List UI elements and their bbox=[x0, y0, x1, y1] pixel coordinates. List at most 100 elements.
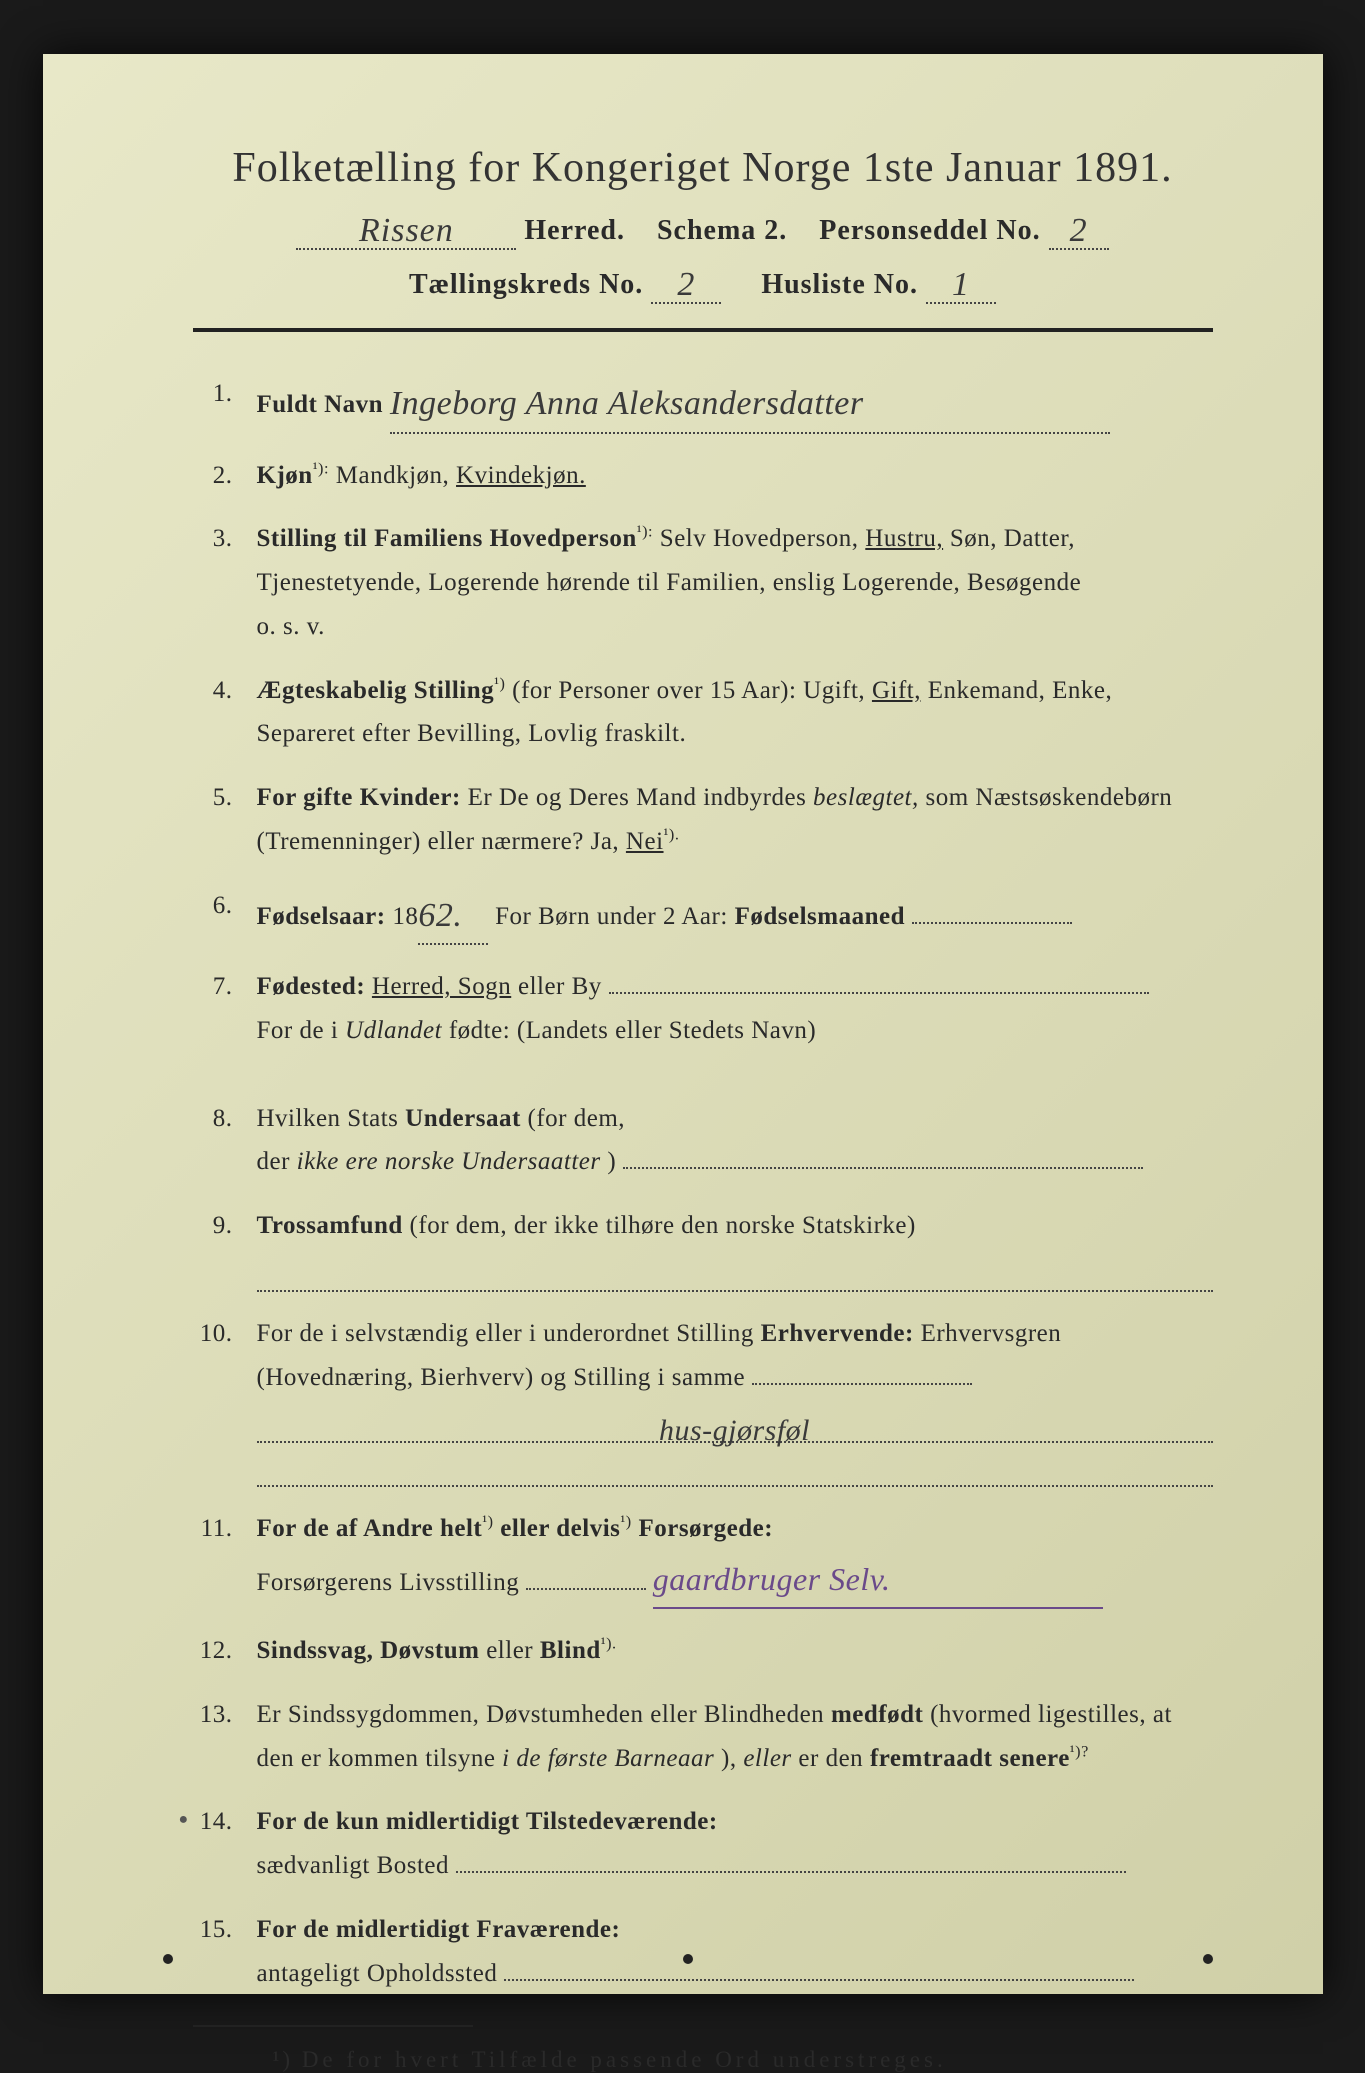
q7-text-c: fødte: (Landets eller Stedets Navn) bbox=[449, 1017, 816, 1044]
q5-label: For gifte Kvinder: bbox=[257, 784, 461, 811]
q14-line2: sædvanligt Bosted bbox=[257, 1844, 1213, 1888]
provider-field-gap bbox=[526, 1588, 646, 1590]
q8-text-a: Hvilken Stats bbox=[257, 1105, 406, 1132]
birthyear-hw: 62. bbox=[418, 897, 462, 934]
sup: ¹): bbox=[313, 459, 329, 477]
item-4: 4. Ægteskabelig Stilling¹) (for Personer… bbox=[193, 669, 1213, 757]
item-6: 6. Fødselsaar: 1862. For Børn under 2 Aa… bbox=[193, 884, 1213, 946]
item-content: Ægteskabelig Stilling¹) (for Personer ov… bbox=[257, 669, 1213, 757]
sup: ¹) bbox=[482, 1513, 493, 1531]
herred-field: Rissen bbox=[296, 210, 516, 250]
name-field: Ingeborg Anna Aleksandersdatter bbox=[390, 372, 1110, 434]
hole-mark-icon bbox=[1203, 1954, 1213, 1964]
q2-label: Kjøn bbox=[257, 462, 313, 489]
q13-eller: eller bbox=[743, 1745, 791, 1772]
q11-label-c: Forsørgede: bbox=[638, 1515, 773, 1542]
citizenship-field bbox=[623, 1167, 1143, 1169]
q7-label: Fødested: bbox=[257, 973, 366, 1000]
occupation-hw: hus-gjørsføl bbox=[659, 1414, 810, 1447]
item-content: Hvilken Stats Undersaat (for dem, der ik… bbox=[257, 1097, 1213, 1185]
item-7: 7. Fødested: Herred, Sogn eller By For d… bbox=[193, 965, 1213, 1053]
sup: ¹): bbox=[637, 523, 653, 541]
sup: ¹)? bbox=[1070, 1742, 1089, 1760]
divider-thin bbox=[193, 2025, 473, 2027]
husliste-label: Husliste No. bbox=[761, 269, 918, 300]
item-content: Er Sindssygdommen, Døvstumheden eller Bl… bbox=[257, 1693, 1213, 1781]
item-2: 2. Kjøn¹): Mandkjøn, Kvindekjøn. bbox=[193, 454, 1213, 498]
q5-text-a: Er De og Deres Mand indbyrdes bbox=[468, 784, 813, 811]
q13-text-a: Er Sindssygdommen, Døvstumheden eller Bl… bbox=[257, 1701, 831, 1728]
sup: ¹) bbox=[494, 674, 505, 692]
item-12: 12. Sindssvag, Døvstum eller Blind¹). bbox=[193, 1629, 1213, 1673]
item-content: For de kun midlertidigt Tilstedeværende:… bbox=[257, 1800, 1213, 1888]
personseddel-no-field: 2 bbox=[1049, 210, 1109, 250]
q15-label: For de midlertidigt Fraværende: bbox=[257, 1916, 621, 1943]
birthplace-field bbox=[609, 992, 1149, 994]
item-content: Sindssvag, Døvstum eller Blind¹). bbox=[257, 1629, 1213, 1673]
item-3: 3. Stilling til Familiens Hovedperson¹):… bbox=[193, 517, 1213, 648]
q11-label-a: For de af Andre helt bbox=[257, 1515, 483, 1542]
item-num: 13. bbox=[193, 1693, 257, 1781]
q6-prefix: 18 bbox=[392, 903, 418, 930]
subheader-line-2: Tællingskreds No. 2 Husliste No. 1 bbox=[193, 264, 1213, 304]
q5-nei: Nei bbox=[626, 828, 664, 855]
item-num: 2. bbox=[193, 454, 257, 498]
item-num: 6. bbox=[193, 884, 257, 946]
residence-field bbox=[456, 1871, 1126, 1873]
divider-thick bbox=[193, 328, 1213, 332]
q12-blind: Blind bbox=[540, 1637, 601, 1664]
q8-italic: ikke ere norske Undersaatter bbox=[297, 1148, 601, 1175]
q12-text: eller bbox=[486, 1637, 540, 1664]
occupation-field-3 bbox=[257, 1447, 1213, 1487]
q2-text: Mandkjøn, bbox=[336, 462, 456, 489]
item-num: 7. bbox=[193, 965, 257, 1053]
q4-label: Ægteskabelig Stilling bbox=[257, 677, 495, 704]
personseddel-no: 2 bbox=[1070, 212, 1088, 249]
q15-line2: antageligt Opholdssted bbox=[257, 1952, 1213, 1996]
item-13: 13. Er Sindssygdommen, Døvstumheden elle… bbox=[193, 1693, 1213, 1781]
q11-label-b: eller delvis bbox=[500, 1515, 620, 1542]
sup: ¹). bbox=[664, 825, 680, 843]
sup: ¹). bbox=[601, 1635, 617, 1653]
q14-label: For de kun midlertidigt Tilstedeværende: bbox=[257, 1808, 718, 1835]
provider-hw: gaardbruger Selv. bbox=[653, 1561, 891, 1597]
kreds-no-field: 2 bbox=[651, 264, 721, 304]
q4-gift: Gift, bbox=[872, 677, 921, 704]
q11-text: Forsørgerens Livsstilling bbox=[257, 1569, 520, 1596]
occupation-field-1 bbox=[752, 1383, 972, 1385]
item-10: 10. For de i selvstændig eller i underor… bbox=[193, 1312, 1213, 1488]
husliste-no-field: 1 bbox=[926, 264, 996, 304]
q7-text-a: eller By bbox=[518, 973, 602, 1000]
q9-text: (for dem, der ikke tilhøre den norske St… bbox=[410, 1212, 916, 1239]
q7-line2: For de i Udlandet fødte: (Landets eller … bbox=[257, 1009, 1213, 1053]
form-title: Folketælling for Kongeriget Norge 1ste J… bbox=[193, 144, 1213, 192]
personseddel-label: Personseddel No. bbox=[819, 215, 1040, 246]
num-14: 14. bbox=[200, 1808, 233, 1835]
item-9: 9. Trossamfund (for dem, der ikke tilhør… bbox=[193, 1204, 1213, 1292]
herred-label: Herred. bbox=[524, 215, 625, 246]
item-num: 3. bbox=[193, 517, 257, 648]
q1-label: Fuldt Navn bbox=[257, 391, 384, 418]
name-handwritten: Ingeborg Anna Aleksandersdatter bbox=[390, 385, 864, 422]
item-num: 8. bbox=[193, 1097, 257, 1185]
q3-hustru: Hustru, bbox=[865, 525, 943, 552]
q5-beslaegtet: beslægtet, bbox=[813, 784, 919, 811]
q7-underlined: Herred, Sogn bbox=[372, 973, 511, 1000]
q8-text-d: ) bbox=[607, 1148, 616, 1175]
item-content: Fødested: Herred, Sogn eller By For de i… bbox=[257, 965, 1213, 1053]
religion-field bbox=[257, 1252, 1213, 1292]
sup: ¹) bbox=[620, 1513, 631, 1531]
q4-text-a: (for Personer over 15 Aar): Ugift, bbox=[512, 677, 872, 704]
q14-text: sædvanligt Bosted bbox=[257, 1852, 450, 1879]
footnote: ¹) De for hvert Tilfælde passende Ord un… bbox=[273, 2047, 1213, 2073]
kreds-label: Tællingskreds No. bbox=[409, 269, 643, 300]
item-content: For de af Andre helt¹) eller delvis¹) Fo… bbox=[257, 1507, 1213, 1609]
q7-udlandet: Udlandet bbox=[345, 1017, 442, 1044]
item-num: ● 14. bbox=[193, 1800, 257, 1888]
husliste-no: 1 bbox=[952, 266, 970, 303]
q3-label: Stilling til Familiens Hovedperson bbox=[257, 525, 637, 552]
q13-medfodt: medfødt bbox=[831, 1701, 923, 1728]
q12-label: Sindssvag, Døvstum bbox=[257, 1637, 480, 1664]
item-15: 15. For de midlertidigt Fraværende: anta… bbox=[193, 1908, 1213, 1996]
item-1: 1. Fuldt Navn Ingeborg Anna Aleksandersd… bbox=[193, 372, 1213, 434]
